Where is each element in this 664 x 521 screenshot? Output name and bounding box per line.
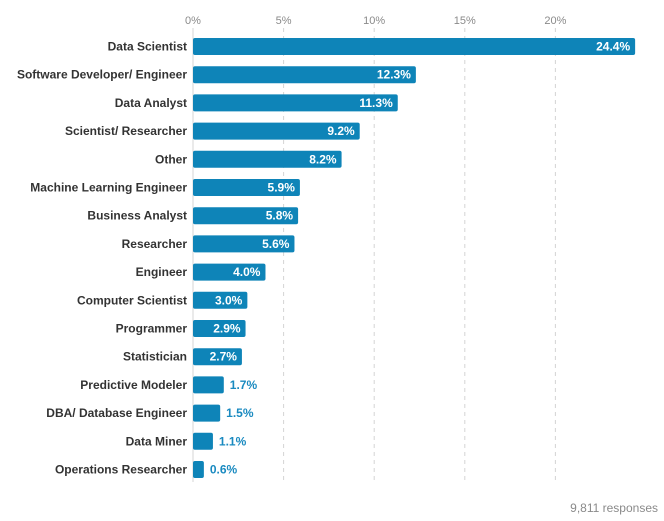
value-label: 11.3%: [359, 96, 393, 110]
category-label: Statistician: [123, 350, 187, 364]
bar: [193, 150, 342, 168]
bar: [193, 348, 242, 366]
category-label: Engineer: [136, 265, 188, 279]
value-label: 2.9%: [213, 322, 241, 336]
category-label: DBA/ Database Engineer: [46, 406, 187, 420]
value-label: 24.4%: [596, 40, 630, 54]
category-label: Other: [155, 152, 187, 166]
category-label: Data Miner: [126, 434, 188, 448]
category-labels: Data Scientist Software Developer/ Engine…: [17, 40, 187, 477]
value-label: 1.7%: [230, 378, 258, 392]
category-label: Scientist/ Researcher: [65, 124, 187, 138]
bar: [193, 461, 204, 478]
bar: [193, 122, 360, 140]
value-label: 2.7%: [210, 350, 238, 364]
value-label: 1.5%: [226, 406, 254, 420]
x-tick-label: 5%: [276, 15, 292, 27]
x-axis-ticks: 0% 5% 10% 15% 20%: [185, 15, 567, 27]
x-tick-label: 10%: [363, 15, 385, 27]
value-label: 0.6%: [210, 463, 238, 477]
bars: [193, 38, 636, 478]
value-label: 5.8%: [266, 209, 294, 223]
value-label: 5.9%: [268, 181, 296, 195]
bar: [193, 179, 300, 196]
value-label: 4.0%: [233, 265, 261, 279]
category-label: Operations Researcher: [55, 463, 187, 477]
x-tick-label: 20%: [544, 15, 566, 27]
bar: [193, 263, 266, 281]
x-tick-label: 0%: [185, 15, 201, 27]
bar: [193, 66, 416, 84]
category-label: Machine Learning Engineer: [30, 181, 187, 195]
bar: [193, 432, 213, 450]
category-label: Programmer: [116, 322, 188, 336]
value-labels: 24.4% 12.3% 11.3% 9.2% 8.2% 5.9% 5.8% 5.6%4.0% 3…: [210, 40, 631, 477]
response-count: 9,811 responses: [570, 501, 658, 515]
value-label: 1.1%: [219, 434, 247, 448]
bar: [193, 235, 295, 253]
category-label: Computer Scientist: [77, 293, 187, 307]
category-label: Predictive Modeler: [80, 378, 187, 392]
bar: [193, 404, 221, 422]
value-label: 8.2%: [309, 152, 337, 166]
category-label: Researcher: [122, 237, 188, 251]
value-label: 9.2%: [327, 124, 355, 138]
category-label: Business Analyst: [87, 209, 187, 223]
category-label: Data Analyst: [115, 96, 187, 110]
value-label: 5.6%: [262, 237, 290, 251]
bar: [193, 291, 248, 309]
value-label: 3.0%: [215, 293, 243, 307]
x-tick-label: 15%: [454, 15, 476, 27]
bar: [193, 376, 224, 394]
bar: [193, 207, 299, 225]
value-label: 12.3%: [377, 68, 411, 82]
bar: [193, 94, 398, 112]
category-label: Software Developer/ Engineer: [17, 68, 187, 82]
bar: [193, 320, 246, 337]
bar: [193, 38, 636, 55]
category-label: Data Scientist: [108, 40, 187, 54]
